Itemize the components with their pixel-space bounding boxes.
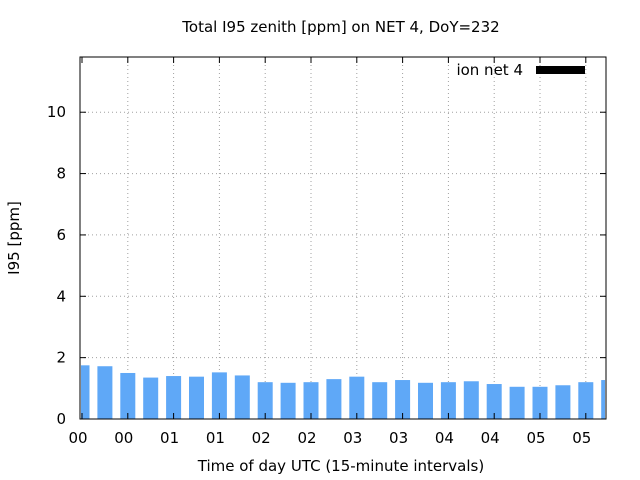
x-tick-label: 01: [160, 429, 179, 447]
x-axis-label: Time of day UTC (15-minute intervals): [197, 457, 484, 475]
bar: [280, 382, 296, 419]
y-tick-label: 8: [56, 165, 66, 183]
legend: ion net 4: [456, 61, 585, 79]
bar: [97, 366, 113, 419]
legend-swatch: [536, 66, 585, 74]
bar: [532, 386, 548, 419]
x-tick-label: 05: [572, 429, 591, 447]
bar: [486, 384, 502, 419]
x-tick-label: 03: [389, 429, 408, 447]
bar: [234, 375, 250, 419]
bars: [81, 365, 605, 419]
bar: [211, 372, 227, 419]
y-tick-label: 6: [56, 226, 66, 244]
bar: [303, 382, 319, 419]
bar: [440, 382, 456, 419]
x-tick-label: 02: [297, 429, 316, 447]
plot-frame: [79, 56, 607, 420]
y-axis-label: I95 [ppm]: [5, 201, 23, 275]
y-tick-label: 4: [56, 287, 66, 305]
grid: [80, 57, 606, 419]
legend-label: ion net 4: [456, 61, 523, 79]
bar: [81, 365, 90, 419]
bar: [372, 382, 388, 419]
bar: [578, 382, 594, 419]
y-tick-label: 0: [56, 410, 66, 428]
y-tick-label: 2: [56, 349, 66, 367]
y-tick-label: 10: [47, 103, 66, 121]
bar: [166, 376, 182, 419]
x-tick-label: 01: [206, 429, 225, 447]
bar: [326, 379, 342, 419]
x-tick-label: 02: [252, 429, 271, 447]
bar: [349, 376, 365, 419]
bar: [120, 372, 136, 419]
x-tick-label: 00: [114, 429, 133, 447]
x-tick-label: 04: [435, 429, 454, 447]
bar: [257, 382, 273, 419]
x-tick-label: 05: [526, 429, 545, 447]
bar: [143, 377, 159, 419]
x-tick-label: 04: [481, 429, 500, 447]
bar: [509, 386, 525, 419]
bar: [395, 380, 411, 419]
bar: [555, 385, 571, 419]
x-tick-label: 00: [68, 429, 87, 447]
bar: [418, 382, 433, 419]
x-tick-label: 03: [343, 429, 362, 447]
bar: [189, 376, 204, 419]
bar: [601, 380, 605, 419]
bar: [463, 381, 479, 419]
chart-title: Total I95 zenith [ppm] on NET 4, DoY=232: [181, 18, 499, 36]
